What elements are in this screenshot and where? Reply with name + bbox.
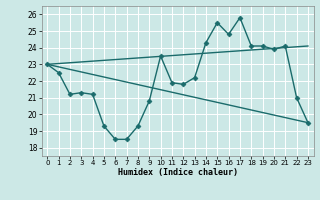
X-axis label: Humidex (Indice chaleur): Humidex (Indice chaleur) xyxy=(118,168,237,177)
